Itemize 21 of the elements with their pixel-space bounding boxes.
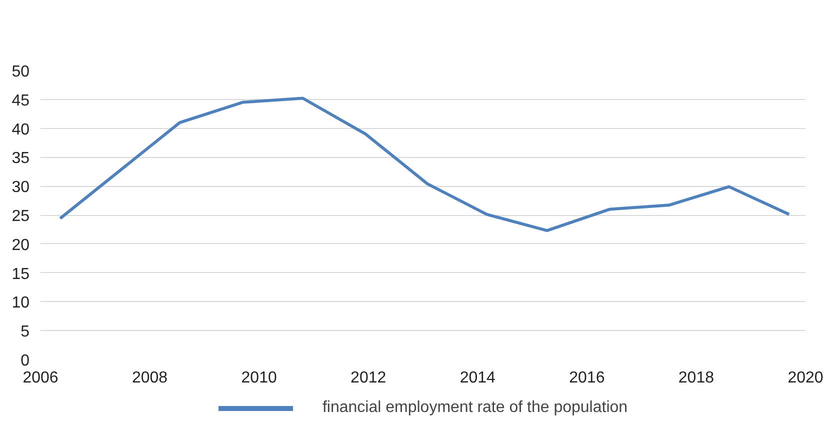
x-tick-label: 2012 <box>350 370 386 386</box>
x-tick-label: 2006 <box>22 370 58 386</box>
y-tick-label: 45 <box>12 92 30 110</box>
y-tick-label: 40 <box>12 121 30 138</box>
x-tick-label: 2016 <box>569 370 605 386</box>
x-tick-label: 2014 <box>460 370 496 386</box>
y-tick-label: 15 <box>12 266 30 283</box>
y-tick-label: 25 <box>12 208 30 225</box>
y-tick-label: 5 <box>20 324 30 341</box>
x-tick-label: 2008 <box>132 370 168 386</box>
y-tick-label: 50 <box>12 64 30 80</box>
y-tick-label: 10 <box>12 294 30 312</box>
legend-label: financial employment rate of the population <box>322 398 628 416</box>
y-tick-label: 30 <box>12 179 30 196</box>
y-tick-label: 20 <box>12 236 30 254</box>
x-tick-label: 2020 <box>788 370 824 386</box>
line-series <box>58 96 791 232</box>
y-tick-label: 0 <box>20 352 30 370</box>
y-tick-label: 35 <box>12 150 30 168</box>
x-tick-label: 2018 <box>678 370 714 386</box>
x-tick-label: 2010 <box>241 370 277 386</box>
